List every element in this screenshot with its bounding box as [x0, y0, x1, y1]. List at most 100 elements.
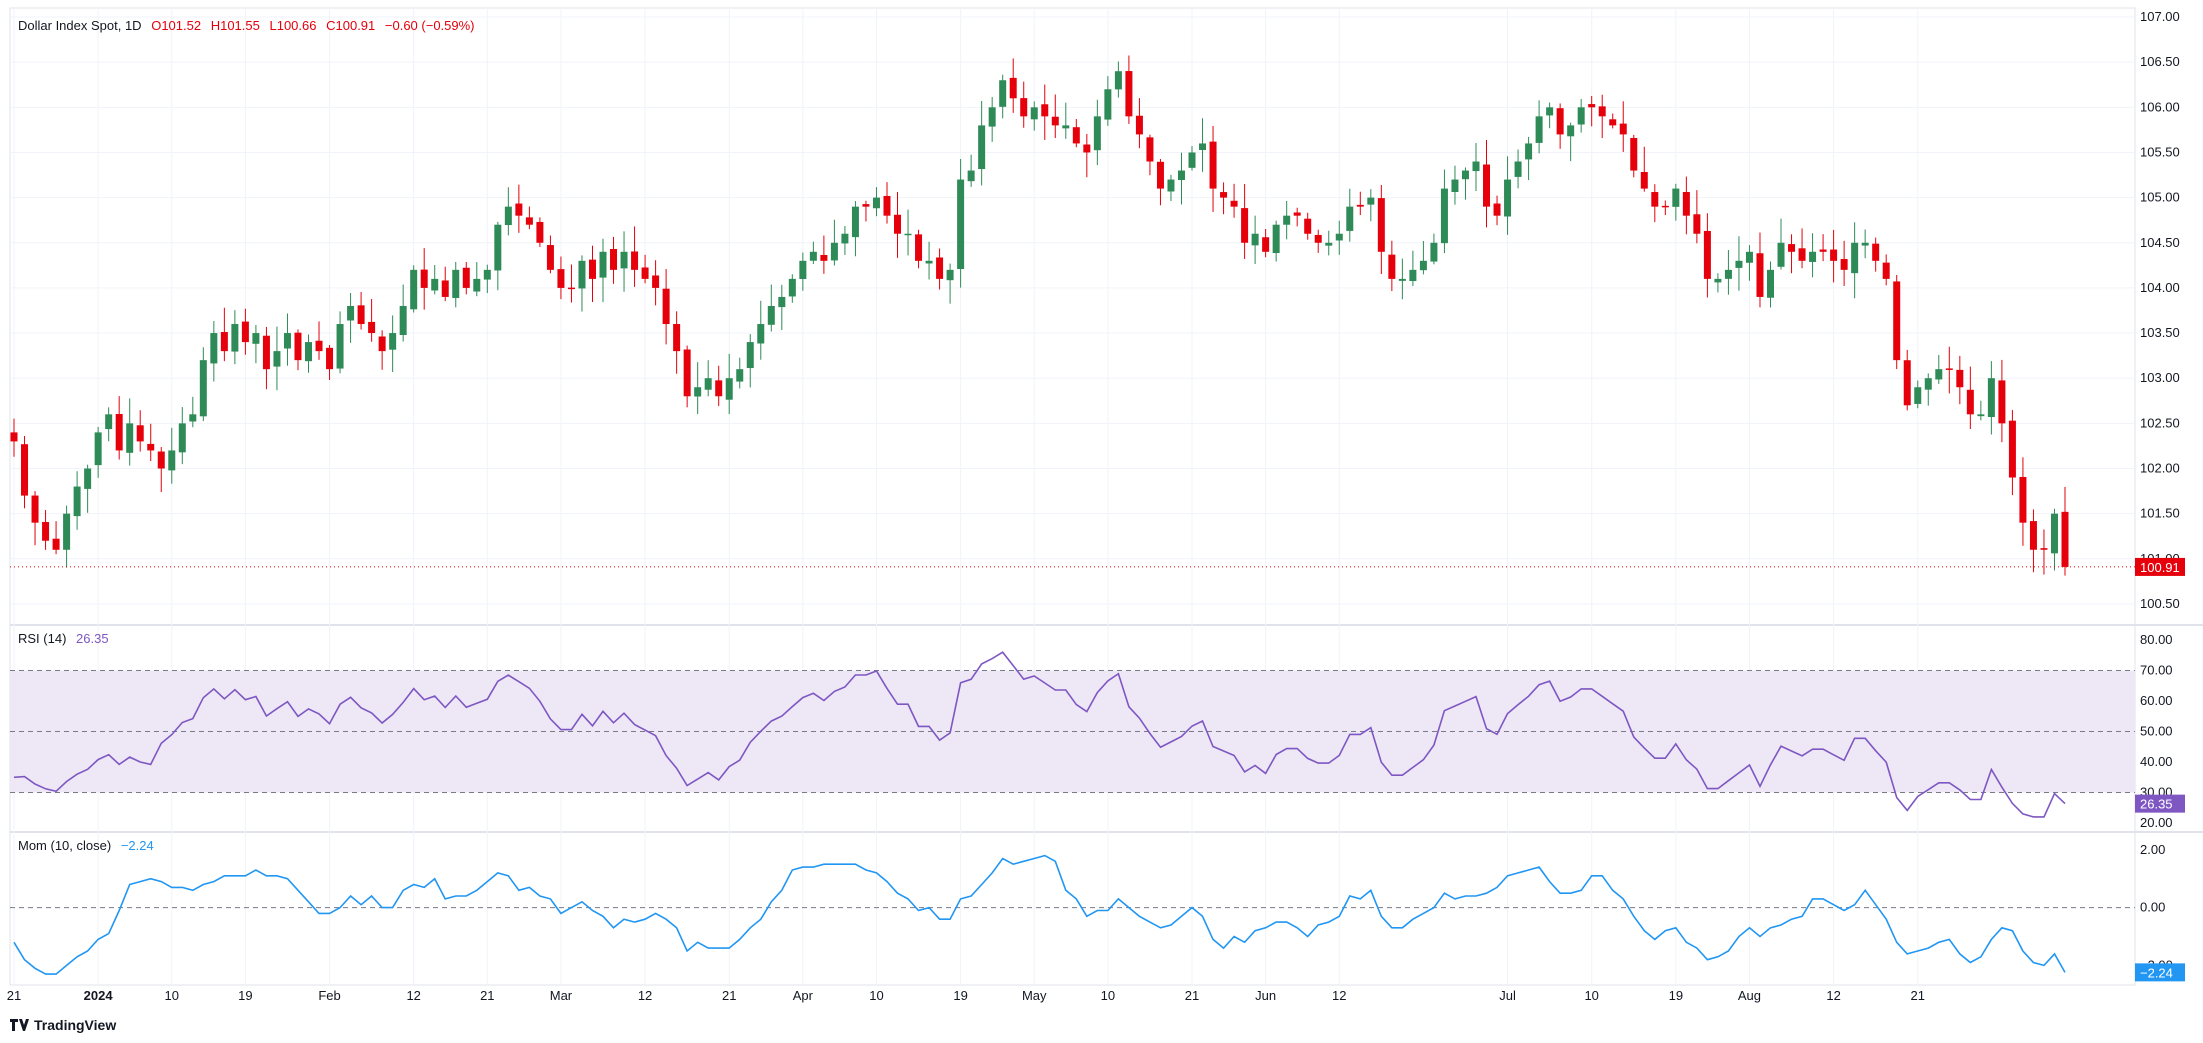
x-tick-label: 12 — [1826, 988, 1840, 1003]
rsi-label: RSI (14) — [18, 631, 67, 646]
candle — [841, 233, 849, 244]
candle — [157, 451, 165, 469]
candle — [620, 251, 628, 269]
candle — [736, 369, 744, 382]
rsi-badge-text: 26.35 — [2140, 797, 2173, 812]
candle — [578, 260, 586, 289]
candle — [1051, 116, 1059, 126]
candle — [378, 336, 386, 352]
candle — [1830, 249, 1838, 261]
candle — [1977, 414, 1985, 417]
rsi-tick-label: 60.00 — [2140, 693, 2173, 708]
mom-value: −2.24 — [120, 838, 154, 853]
price-tick-label: 106.00 — [2140, 99, 2180, 114]
candle — [1356, 204, 1364, 207]
candle — [915, 234, 923, 261]
candle — [2061, 511, 2069, 567]
candle — [1093, 116, 1101, 151]
candle — [210, 333, 218, 364]
candle — [872, 197, 880, 209]
candle — [336, 324, 344, 369]
candle — [1041, 104, 1049, 117]
candle — [1672, 188, 1680, 207]
candle — [1156, 161, 1164, 189]
candle — [978, 125, 986, 170]
candle — [1745, 251, 1753, 263]
candle — [1777, 242, 1785, 267]
candle — [368, 321, 376, 334]
candle — [525, 217, 533, 225]
low-value: L100.66 — [269, 18, 317, 33]
candle — [147, 443, 155, 451]
candle — [389, 333, 397, 350]
candle — [1325, 242, 1333, 246]
rsi-value: 26.35 — [76, 631, 109, 646]
candle — [957, 179, 965, 269]
candle — [220, 331, 228, 352]
candle — [1241, 208, 1249, 243]
candle — [1209, 141, 1217, 189]
candle — [1177, 170, 1185, 181]
candle — [988, 107, 996, 127]
candle — [904, 233, 912, 236]
candle — [894, 214, 902, 234]
mom-tick-label: 2.00 — [2140, 842, 2165, 857]
candle — [1020, 98, 1028, 117]
candle — [1514, 161, 1522, 177]
candle — [283, 333, 291, 349]
candle — [1272, 224, 1280, 254]
candle — [84, 468, 92, 489]
candle — [1798, 248, 1806, 261]
mom-badge — [2135, 963, 2185, 982]
candle — [452, 269, 460, 298]
x-tick-label: Feb — [318, 988, 340, 1003]
candle — [2029, 521, 2037, 550]
candle — [1262, 237, 1270, 252]
x-tick-label: 12 — [1332, 988, 1346, 1003]
candle — [1872, 243, 1880, 261]
x-tick-label: 10 — [165, 988, 179, 1003]
candle — [1335, 233, 1343, 241]
price-header: Dollar Index Spot, 1D O101.52 H101.55 L1… — [18, 18, 481, 33]
candle — [1230, 200, 1238, 207]
candle — [1945, 368, 1953, 370]
candle — [515, 203, 523, 216]
candle — [315, 340, 323, 352]
candle — [2008, 420, 2016, 478]
x-tick-label: 10 — [1101, 988, 1115, 1003]
rsi-tick-label: 40.00 — [2140, 754, 2173, 769]
candle — [757, 324, 765, 344]
candle — [305, 342, 313, 362]
candle — [1935, 369, 1943, 380]
candle — [557, 269, 565, 288]
candle — [662, 288, 670, 325]
candle — [536, 221, 544, 243]
price-tick-label: 102.50 — [2140, 415, 2180, 430]
candle — [483, 269, 491, 280]
candle — [1188, 152, 1196, 168]
candle — [1914, 387, 1922, 404]
candle — [1619, 123, 1627, 135]
candle — [925, 260, 933, 264]
tradingview-logo: TradingView — [10, 1017, 116, 1033]
rsi-badge — [2135, 794, 2185, 813]
x-tick-label: Aug — [1738, 988, 1761, 1003]
candle — [936, 257, 944, 279]
candle — [1882, 262, 1890, 279]
rsi-tick-label: 70.00 — [2140, 663, 2173, 678]
candle — [673, 324, 681, 352]
x-tick-label: 21 — [722, 988, 736, 1003]
candle — [1630, 137, 1638, 171]
candle — [52, 538, 60, 550]
candle — [1703, 230, 1711, 279]
x-tick-label: 12 — [406, 988, 420, 1003]
candle — [473, 278, 481, 292]
candle — [1461, 170, 1469, 180]
candle — [2050, 513, 2058, 554]
candle — [946, 269, 954, 281]
candle — [1430, 242, 1438, 262]
mom-tick-label: 0.00 — [2140, 900, 2165, 915]
candle — [767, 305, 775, 325]
x-tick-label: 21 — [7, 988, 21, 1003]
candle — [862, 204, 870, 207]
